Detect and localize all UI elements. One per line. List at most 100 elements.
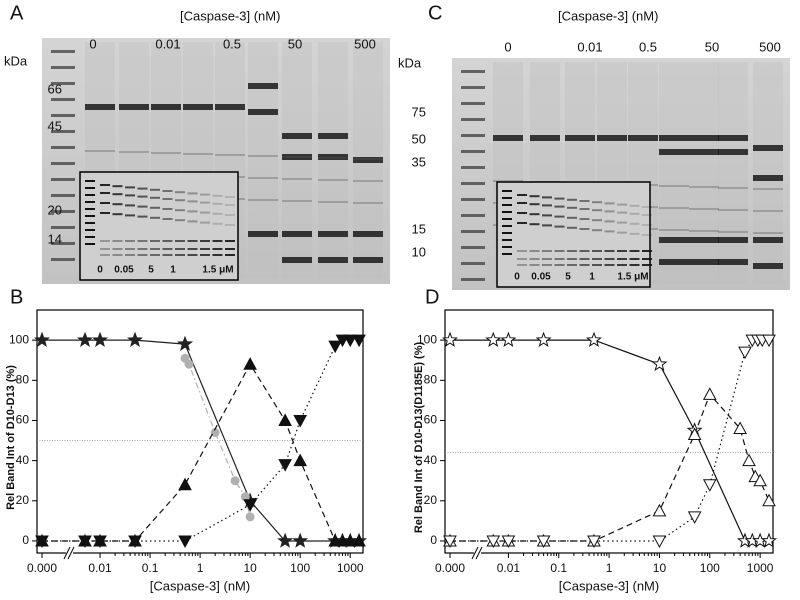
sample-band: [753, 145, 783, 151]
sample-band: [353, 257, 383, 263]
inset-band: [187, 210, 198, 213]
inset-band: [579, 208, 590, 210]
inset-band: [100, 240, 110, 242]
inset-band: [200, 211, 210, 214]
inset-band: [125, 186, 135, 189]
inset-band: [162, 248, 173, 250]
x-tick-label: 0.1: [550, 561, 567, 575]
inset-band: [187, 240, 198, 242]
sample-band: [119, 104, 149, 110]
inset-band: [592, 250, 602, 252]
inset-band: [629, 232, 640, 235]
inset-band: [187, 248, 198, 250]
marker-label: 20: [48, 202, 62, 217]
inset-band: [554, 215, 565, 218]
inset-band: [200, 254, 210, 256]
point: [742, 453, 756, 467]
ladder-band: [51, 114, 75, 117]
ladder-band: [85, 208, 95, 210]
sample-band: [628, 135, 658, 141]
faint-band: [215, 154, 245, 156]
faint-band: [753, 188, 783, 190]
lane-label: 0.01: [577, 39, 602, 54]
faint-band: [282, 200, 312, 202]
x-tick-label: 1: [606, 561, 613, 575]
point: [500, 331, 517, 347]
x-tick-label: 100: [700, 561, 720, 575]
inset-band: [567, 258, 577, 260]
inset-band: [642, 214, 652, 216]
point: [485, 331, 502, 347]
inset-band: [175, 254, 185, 256]
inset-band: [567, 206, 577, 209]
point: [293, 453, 308, 467]
point: [230, 476, 240, 486]
ladder-band: [51, 178, 75, 181]
inset-label: 0: [97, 265, 103, 276]
sample-band: [248, 109, 278, 115]
series-line: [450, 339, 769, 542]
ladder-band: [85, 243, 95, 245]
point: [33, 331, 51, 347]
inset-band: [567, 226, 577, 229]
inset-band: [125, 194, 135, 197]
point: [651, 355, 668, 372]
inset-label: 0: [514, 272, 520, 283]
inset-band: [175, 248, 185, 250]
ladder-band: [461, 214, 485, 217]
inset-band: [617, 231, 627, 234]
lane-label: 0.5: [223, 36, 241, 51]
ladder-band: [461, 246, 485, 249]
inset-band: [100, 192, 110, 194]
sample-band: [318, 231, 348, 237]
inset-band: [567, 264, 577, 266]
inset-band: [137, 215, 148, 218]
ladder-band: [461, 262, 485, 265]
ladder-band: [85, 194, 95, 196]
faint-band: [659, 185, 689, 187]
point: [343, 533, 358, 547]
inset-bands: [85, 180, 235, 256]
inset-band: [137, 195, 148, 198]
inset-band: [225, 196, 235, 198]
point: [243, 499, 257, 512]
faint-band: [248, 155, 278, 157]
sample-band: [282, 133, 312, 139]
point: [501, 535, 516, 548]
inset-band: [150, 188, 160, 191]
axis-break-mark: [67, 546, 75, 560]
sample-band: [659, 259, 689, 265]
lane-label: 500: [759, 39, 781, 54]
inset-bands: [502, 190, 652, 266]
inset-band: [592, 209, 602, 212]
ladder-band: [85, 236, 95, 238]
inset-band: [529, 264, 540, 266]
inset-band: [554, 264, 565, 266]
inset-band: [542, 204, 552, 207]
marker-label: 35: [412, 154, 426, 169]
lane-label: 50: [288, 36, 302, 51]
sample-band: [689, 259, 719, 265]
sample-band: [530, 135, 560, 141]
ladder-band: [502, 239, 512, 241]
sample-band: [318, 257, 348, 263]
inset-band: [100, 202, 110, 204]
inset-band: [517, 212, 527, 214]
inset-band: [137, 205, 148, 208]
sample-band: [248, 231, 278, 237]
axis-break-mark: [475, 546, 483, 560]
marker-label: 45: [48, 118, 62, 133]
inset-band: [175, 240, 185, 242]
ladder-band: [502, 190, 512, 192]
panel-label: D: [425, 286, 439, 308]
x-tick-label: 1000: [747, 561, 774, 575]
inset-band: [617, 221, 627, 224]
inset-band: [579, 264, 590, 266]
ladder-band: [461, 102, 485, 105]
inset-band: [225, 240, 235, 242]
inset-band: [604, 230, 615, 233]
unit-label: kDa: [398, 55, 422, 70]
point: [278, 413, 292, 426]
inset-band: [554, 225, 565, 228]
inset-band: [100, 254, 110, 256]
